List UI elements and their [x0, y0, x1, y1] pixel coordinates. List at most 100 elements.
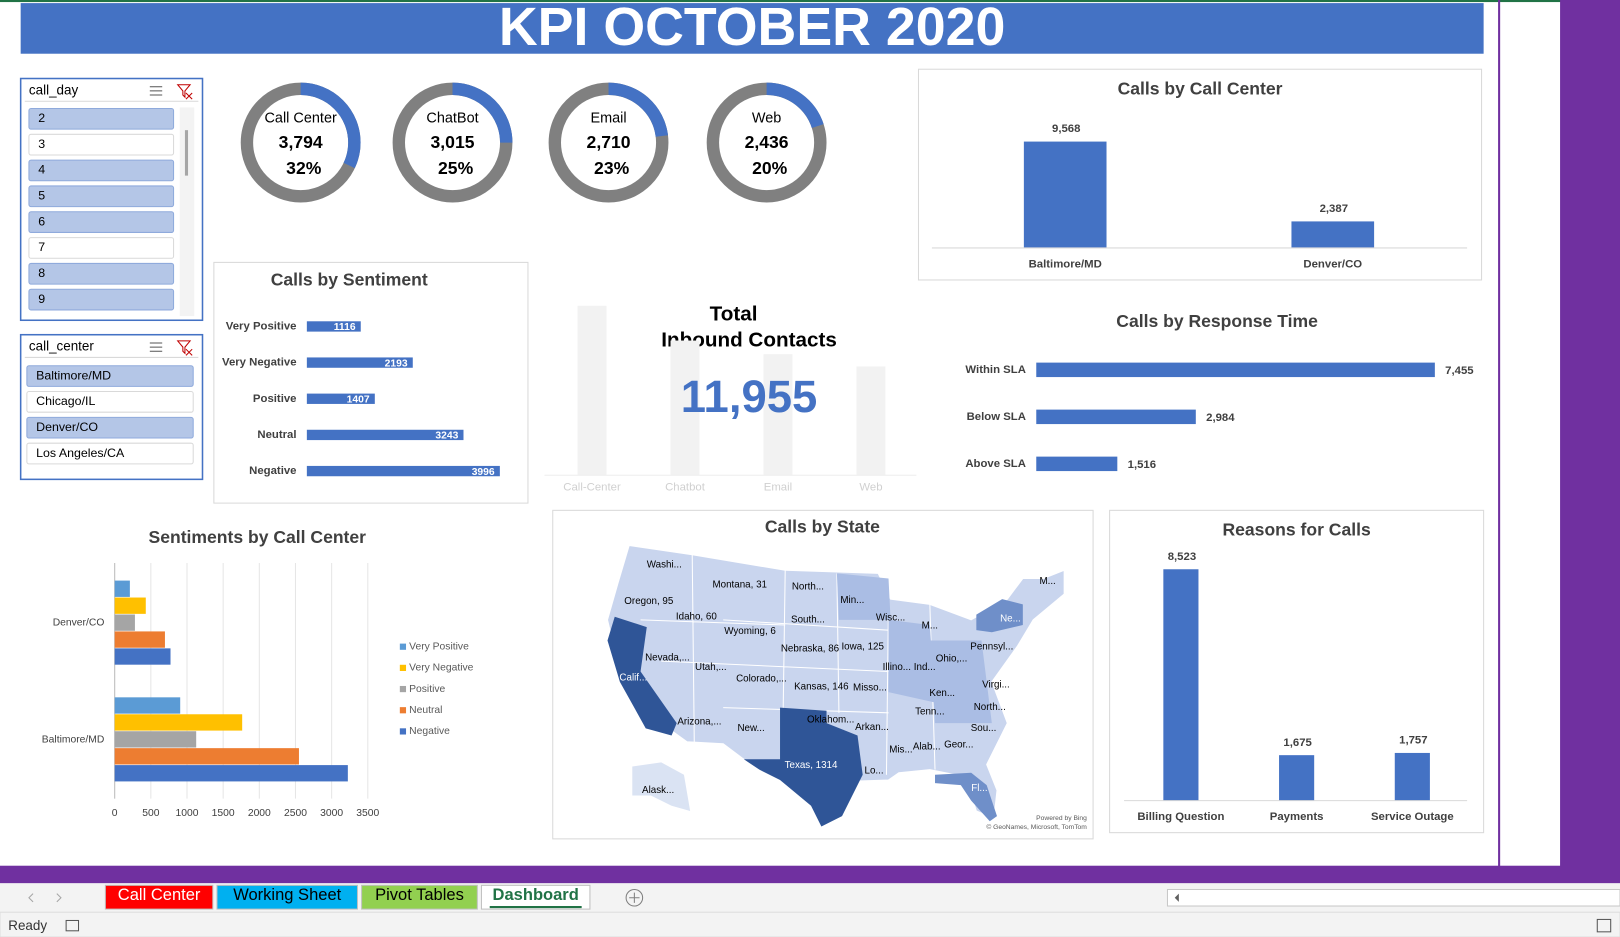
- slicer-item[interactable]: [28, 107, 175, 130]
- category-label: Positive: [253, 393, 297, 405]
- state-label: Washi...: [647, 560, 682, 571]
- slicer-item[interactable]: [28, 133, 175, 156]
- horizontal-scrollbar[interactable]: [1166, 888, 1620, 907]
- add-sheet-button[interactable]: [625, 888, 644, 907]
- bar: [114, 648, 171, 665]
- state-label: Colorado,...: [736, 673, 787, 684]
- slicer-item-label: Baltimore/MD: [36, 368, 111, 382]
- x-tick-label: 3500: [356, 808, 379, 819]
- donut-percent: 23%: [594, 158, 630, 178]
- slicer-item-label: 5: [38, 189, 45, 203]
- purple-line: [1498, 0, 1501, 868]
- value-label: 2,387: [1320, 203, 1348, 215]
- value-label: 1,516: [1128, 459, 1156, 471]
- slicer-item[interactable]: [26, 391, 194, 413]
- state-label: Wyoming, 6: [724, 626, 776, 637]
- bar: [1036, 456, 1118, 472]
- value-label: 2,984: [1206, 412, 1235, 424]
- state-label: Nebraska, 86: [781, 643, 840, 654]
- bar: [1291, 221, 1375, 248]
- category-label: Web: [859, 482, 882, 494]
- bar: [1163, 569, 1199, 801]
- x-tick-label: 1000: [176, 808, 199, 819]
- bar: [1036, 409, 1196, 425]
- donut-value: 2,710: [587, 132, 631, 152]
- slicer-item[interactable]: [28, 211, 175, 233]
- bar: [306, 465, 500, 477]
- bar: [114, 631, 165, 648]
- bar: [856, 366, 886, 476]
- slicer-item-label: 6: [38, 214, 45, 228]
- category-label: Negative: [249, 465, 296, 477]
- chart-title: Sentiments by Call Center: [149, 527, 367, 547]
- clear-filter-icon[interactable]: [176, 340, 193, 356]
- slicer-item[interactable]: [28, 288, 175, 311]
- normal-view-icon[interactable]: [1596, 918, 1612, 933]
- bar: [114, 697, 181, 714]
- slicer-item[interactable]: [28, 185, 175, 208]
- slicer-item[interactable]: [26, 442, 194, 465]
- slicer-item-label: Los Angeles/CA: [36, 446, 125, 460]
- slicer-scrollbar: [179, 107, 195, 317]
- sheet-tab[interactable]: [216, 884, 358, 910]
- state-label: Nevada,...: [645, 653, 690, 664]
- bar: [306, 321, 361, 332]
- state-label: North...: [974, 702, 1006, 713]
- donut-name: Web: [752, 111, 781, 127]
- state-shade: [836, 573, 992, 724]
- slicer-scroll-thumb[interactable]: [184, 130, 189, 176]
- slicer-item[interactable]: [26, 365, 194, 387]
- slicer-item[interactable]: [28, 159, 175, 182]
- state-label: New...: [737, 723, 764, 734]
- slicer-item-label: 2: [38, 111, 45, 125]
- purple-band: [0, 865, 1620, 884]
- state-label: Wisc...: [876, 612, 905, 623]
- category-label: Service Outage: [1371, 811, 1454, 823]
- category-label: Email: [764, 482, 792, 494]
- sheet-tab[interactable]: [104, 884, 214, 910]
- slicer-title: call_center: [29, 339, 94, 354]
- donut-value: 3,794: [279, 132, 323, 152]
- state-label: Calif...: [619, 672, 647, 683]
- legend-label: Very Negative: [409, 663, 474, 674]
- slicer-item[interactable]: [28, 262, 175, 285]
- state-label: Lo...: [865, 765, 884, 776]
- new-york: [976, 599, 1023, 633]
- bar: [114, 731, 197, 748]
- donut-percent: 20%: [752, 158, 788, 178]
- value-label: 1116: [334, 322, 356, 333]
- value-label: 1,757: [1399, 735, 1427, 747]
- sheet-tab[interactable]: [480, 884, 591, 910]
- bar: [1279, 755, 1315, 801]
- state-label: Iowa, 125: [841, 641, 884, 652]
- sheet-tab[interactable]: [361, 884, 478, 910]
- category-label: Above SLA: [965, 458, 1026, 470]
- california: [607, 616, 677, 736]
- bar: [306, 429, 464, 441]
- value-label: 1,675: [1283, 737, 1311, 749]
- state-label: M...: [922, 621, 938, 632]
- bar: [114, 597, 146, 614]
- category-label: Below SLA: [967, 411, 1026, 423]
- slicer-item[interactable]: [26, 416, 194, 439]
- value-label: 3243: [435, 431, 458, 442]
- bar: [670, 340, 700, 476]
- total-title: Inbound Contacts: [661, 328, 837, 351]
- legend-label: Negative: [409, 726, 450, 737]
- multi-select-icon[interactable]: [149, 342, 163, 352]
- category-label: Denver/CO: [53, 618, 105, 629]
- slicer-item[interactable]: [28, 237, 175, 259]
- legend-label: Positive: [409, 684, 445, 695]
- category-label: Baltimore/MD: [42, 734, 105, 745]
- clear-filter-icon[interactable]: [176, 84, 193, 100]
- state-label: Sou...: [971, 723, 997, 734]
- sheet-tab-label: Working Sheet: [233, 885, 341, 904]
- tab-scroll-arrows[interactable]: [28, 893, 62, 903]
- add-sheet-plus[interactable]: [629, 892, 640, 903]
- slicer-item-label: 7: [38, 240, 45, 254]
- donut-value: 3,015: [431, 132, 475, 152]
- category-label: Denver/CO: [1303, 258, 1362, 270]
- multi-select-icon[interactable]: [149, 86, 163, 96]
- bar: [306, 357, 413, 368]
- scroll-left-arrow[interactable]: [1174, 893, 1179, 902]
